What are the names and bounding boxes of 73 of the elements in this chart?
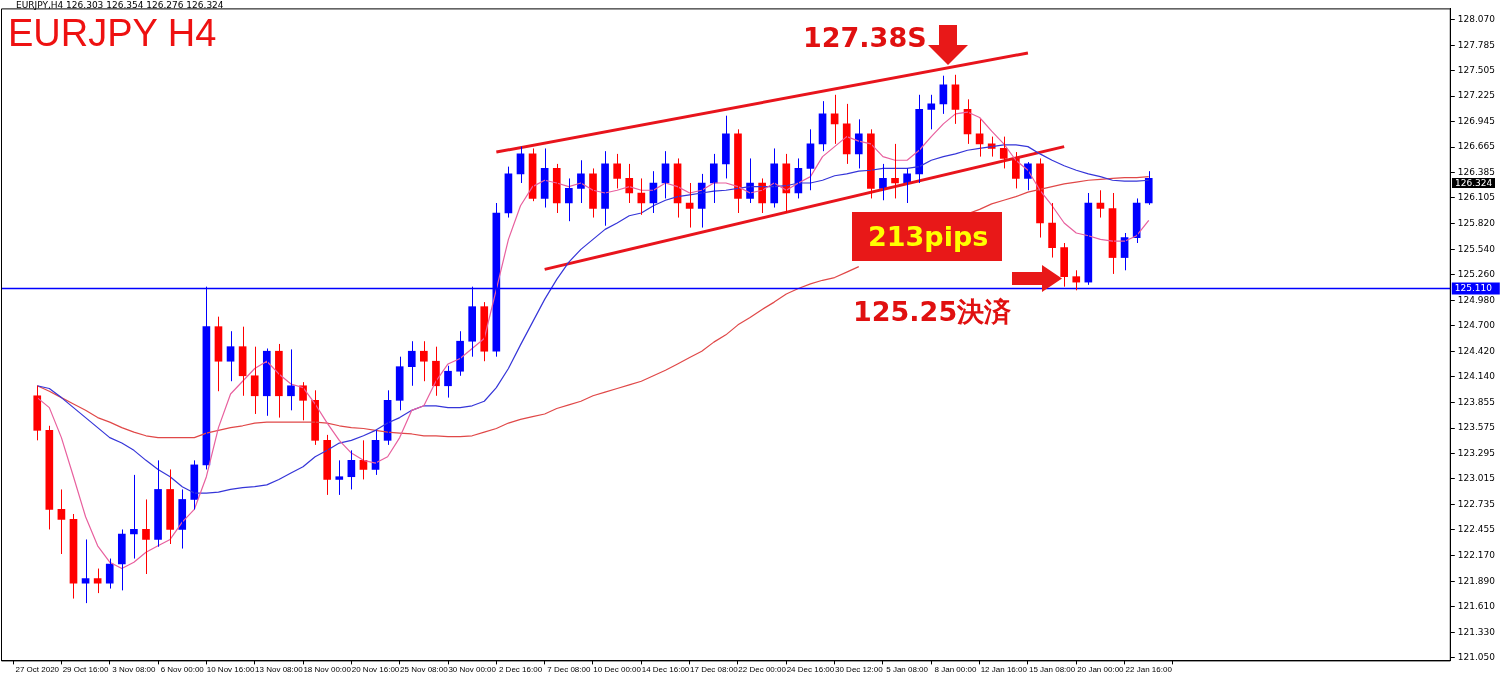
candlestick [1060,242,1068,288]
candlestick [33,385,42,441]
candlestick [395,356,404,411]
y-tick-label: 127.225 [1457,90,1495,101]
y-tick-label: 126.665 [1457,141,1495,152]
x-tick-label: 17 Dec 08:00 [690,665,739,675]
y-tick-label: 122.735 [1457,498,1495,509]
x-tick-label: 12 Jan 16:00 [980,665,1028,675]
x-tick-label: 29 Oct 16:00 [62,665,110,675]
x-tick-label: 27 Oct 2020 [15,665,60,675]
y-tick-label: 121.050 [1457,652,1496,663]
chart-title: EURJPY H4 [8,12,217,54]
candlestick [142,498,150,575]
x-tick-label: 10 Nov 16:00 [206,665,255,675]
y-tick-label: 122.455 [1457,524,1495,535]
x-tick-label: 3 Nov 08:00 [112,665,157,675]
y-tick-label: 124.700 [1457,320,1496,331]
x-tick-label: 18 Nov 00:00 [303,665,352,675]
candlestick [613,153,621,189]
y-tick-label: 123.015 [1457,473,1495,484]
y-tick-label: 123.295 [1457,447,1495,458]
x-tick-label: 25 Nov 08:00 [400,665,449,675]
y-tick-label: 121.330 [1457,626,1496,637]
candlestick [250,346,259,415]
y-tick-label: 122.170 [1457,550,1496,561]
x-tick-label: 14 Dec 16:00 [641,665,690,675]
x-tick-label: 7 Dec 08:00 [547,665,591,675]
candlestick [166,468,174,545]
candlestick [154,459,162,548]
y-tick-label: 126.385 [1457,166,1495,177]
y-tick-label: 127.785 [1457,39,1495,50]
x-tick-label: 22 Jan 16:00 [1125,665,1173,675]
y-tick-label: 124.140 [1457,371,1496,382]
x-tick-label: 15 Jan 08:00 [1028,665,1076,675]
candlestick [45,425,54,530]
annotation: 125.25決済 [853,296,1012,327]
y-tick-label: 126.105 [1457,192,1495,203]
x-tick-label: 8 Jan 00:00 [934,665,977,675]
y-tick-label: 128.070 [1457,13,1496,24]
x-tick-label: 30 Nov 00:00 [448,665,497,675]
y-tick-label: 125.260 [1457,269,1496,280]
y-tick-label: 123.855 [1457,396,1495,407]
y-tick-label: 121.890 [1457,575,1496,586]
candlestick [335,459,344,496]
x-tick-label: 20 Nov 16:00 [351,665,400,675]
x-tick-label: 30 Dec 12:00 [834,665,884,675]
candlestick [407,340,416,387]
x-tick-label: 13 Nov 08:00 [255,665,304,675]
candlestick [565,177,573,222]
x-tick-label: 2 Dec 16:00 [498,665,543,675]
ref-line-label: 125.110 [1454,282,1493,293]
candlestick [444,365,452,399]
x-tick-label: 5 Jan 08:00 [886,665,929,675]
y-tick-label: 126.945 [1457,115,1495,126]
x-tick-label: 6 Nov 00:00 [160,665,205,675]
y-tick-label: 125.820 [1457,218,1496,229]
y-tick-label: 125.540 [1457,243,1496,254]
annotation: 127.38S [803,22,927,53]
annotation: 213pips [852,212,1003,261]
text: 126.324 [1452,178,1496,188]
x-tick-label: 10 Dec 00:00 [593,665,642,675]
y-tick-label: 124.980 [1457,294,1496,305]
x-tick-label: 24 Dec 16:00 [786,665,835,675]
y-tick-label: 124.420 [1457,345,1496,356]
candlestick [420,340,428,382]
candlestick [1048,202,1056,259]
y-tick-label: 127.505 [1457,65,1495,76]
y-tick-label: 123.575 [1457,422,1495,433]
annotation: EURJPY,H4 126.303 126.354 126.276 126.324 [16,0,224,10]
y-tick-label: 121.610 [1457,601,1496,612]
x-tick-label: 20 Jan 00:00 [1077,665,1125,675]
x-tick-label: 22 Dec 00:00 [738,665,787,675]
candlestick [287,348,295,411]
